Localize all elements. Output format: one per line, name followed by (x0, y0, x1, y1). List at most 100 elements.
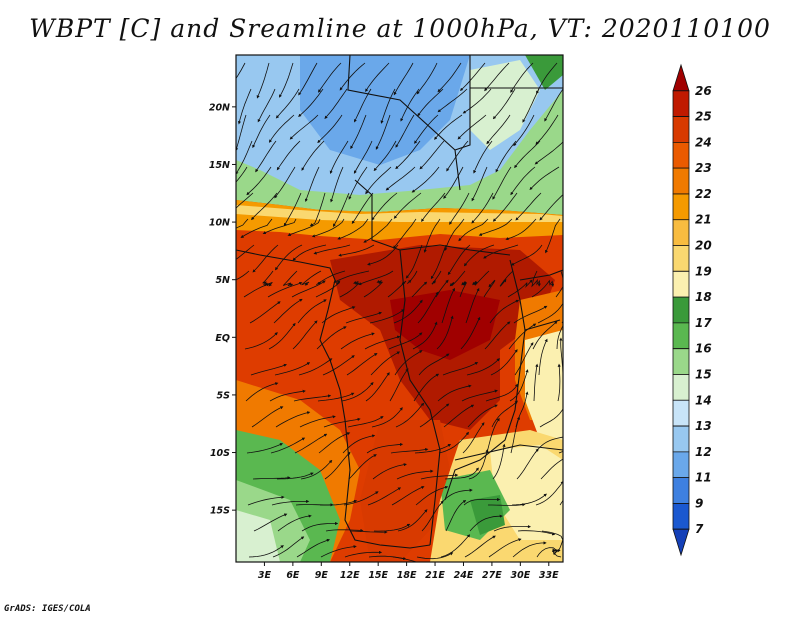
streamline (512, 541, 547, 558)
streamline (484, 321, 511, 350)
streamline (510, 62, 534, 93)
streamline (283, 192, 302, 227)
streamline (466, 358, 500, 376)
streamline (449, 270, 466, 287)
lat-tick-label: 5N (215, 275, 230, 286)
streamline (245, 382, 279, 402)
streamline (436, 315, 454, 350)
streamline (513, 305, 548, 324)
streamline (395, 402, 425, 428)
colorbar-swatch (672, 425, 690, 453)
streamline (430, 244, 447, 280)
streamline (236, 244, 255, 260)
lon-tick-label: 12E (340, 570, 360, 581)
streamline (488, 503, 526, 507)
streamline (461, 389, 498, 402)
streamline (489, 299, 520, 324)
streamline (268, 114, 295, 143)
streamline (467, 404, 498, 428)
streamline (437, 62, 462, 93)
streamline (505, 218, 537, 241)
streamline (370, 351, 401, 376)
latitude-axis: 20N 15N 10N 5N EQ 5S 10S 15S (209, 102, 236, 517)
streamline (293, 394, 332, 402)
streamline (270, 437, 306, 454)
colorbar-label: 21 (695, 213, 712, 227)
streamline (344, 550, 383, 558)
streamline (405, 244, 423, 279)
colorbar-swatch (672, 528, 690, 557)
streamline (396, 469, 434, 480)
lon-tick-label: 24E (454, 570, 474, 581)
streamline (365, 372, 390, 402)
streamline (463, 244, 495, 267)
streamline (375, 114, 391, 150)
colorbar-swatch (672, 503, 690, 530)
streamline (391, 486, 425, 506)
streamline (347, 416, 384, 428)
lat-tick-label: 20N (209, 102, 230, 113)
streamline (353, 140, 373, 174)
lon-tick-label: 27E (482, 570, 502, 581)
streamline (330, 166, 344, 203)
colorbar-label: 7 (695, 522, 704, 536)
streamline (252, 476, 291, 480)
streamlines (236, 62, 563, 562)
streamline (419, 140, 445, 170)
streamline (365, 62, 390, 92)
streamline (522, 88, 540, 123)
streamline (535, 114, 559, 145)
map-title: WBPT [C] and Sreamline at 1000hPa, VT: 2… (29, 14, 771, 43)
streamline (419, 403, 450, 428)
colorbar-swatch (672, 270, 690, 298)
streamline (557, 363, 561, 402)
streamline (345, 311, 383, 324)
streamline (465, 287, 480, 324)
streamline (318, 432, 351, 454)
streamline (301, 140, 325, 171)
streamline (275, 88, 300, 119)
streamline (416, 62, 438, 95)
streamline (322, 355, 355, 376)
streamline (443, 166, 464, 199)
streamline (316, 326, 347, 350)
lon-tick-label: 6E (286, 570, 300, 581)
streamline (237, 88, 252, 125)
colorbar-label: 11 (695, 471, 712, 485)
streamline (365, 166, 392, 195)
streamline (545, 218, 561, 254)
streamline (533, 363, 539, 402)
streamline (246, 166, 272, 196)
streamline (372, 463, 407, 480)
streamline (483, 244, 519, 259)
streamline (508, 323, 537, 350)
streamline (240, 218, 273, 238)
streamline (390, 447, 429, 454)
streamline (558, 450, 563, 454)
streamline (380, 88, 396, 124)
streamline (350, 114, 367, 150)
streamline (301, 521, 339, 532)
country-borders (236, 55, 563, 549)
streamline (463, 497, 501, 506)
colorbar-swatch (672, 451, 690, 479)
streamline (309, 192, 326, 226)
streamline (468, 448, 489, 480)
streamline (511, 493, 547, 506)
streamline (243, 282, 273, 298)
streamline (507, 279, 533, 298)
streamline (534, 141, 563, 165)
streamline (249, 301, 281, 324)
streamline (534, 436, 563, 454)
streamline (532, 320, 558, 350)
streamline (333, 192, 350, 227)
streamline (257, 88, 276, 123)
streamline (444, 218, 465, 251)
streamline (351, 192, 374, 225)
streamline (444, 467, 479, 480)
streamline (514, 342, 534, 376)
streamline (411, 281, 428, 298)
streamline (373, 523, 411, 532)
streamline (279, 62, 294, 98)
streamline (369, 309, 405, 324)
